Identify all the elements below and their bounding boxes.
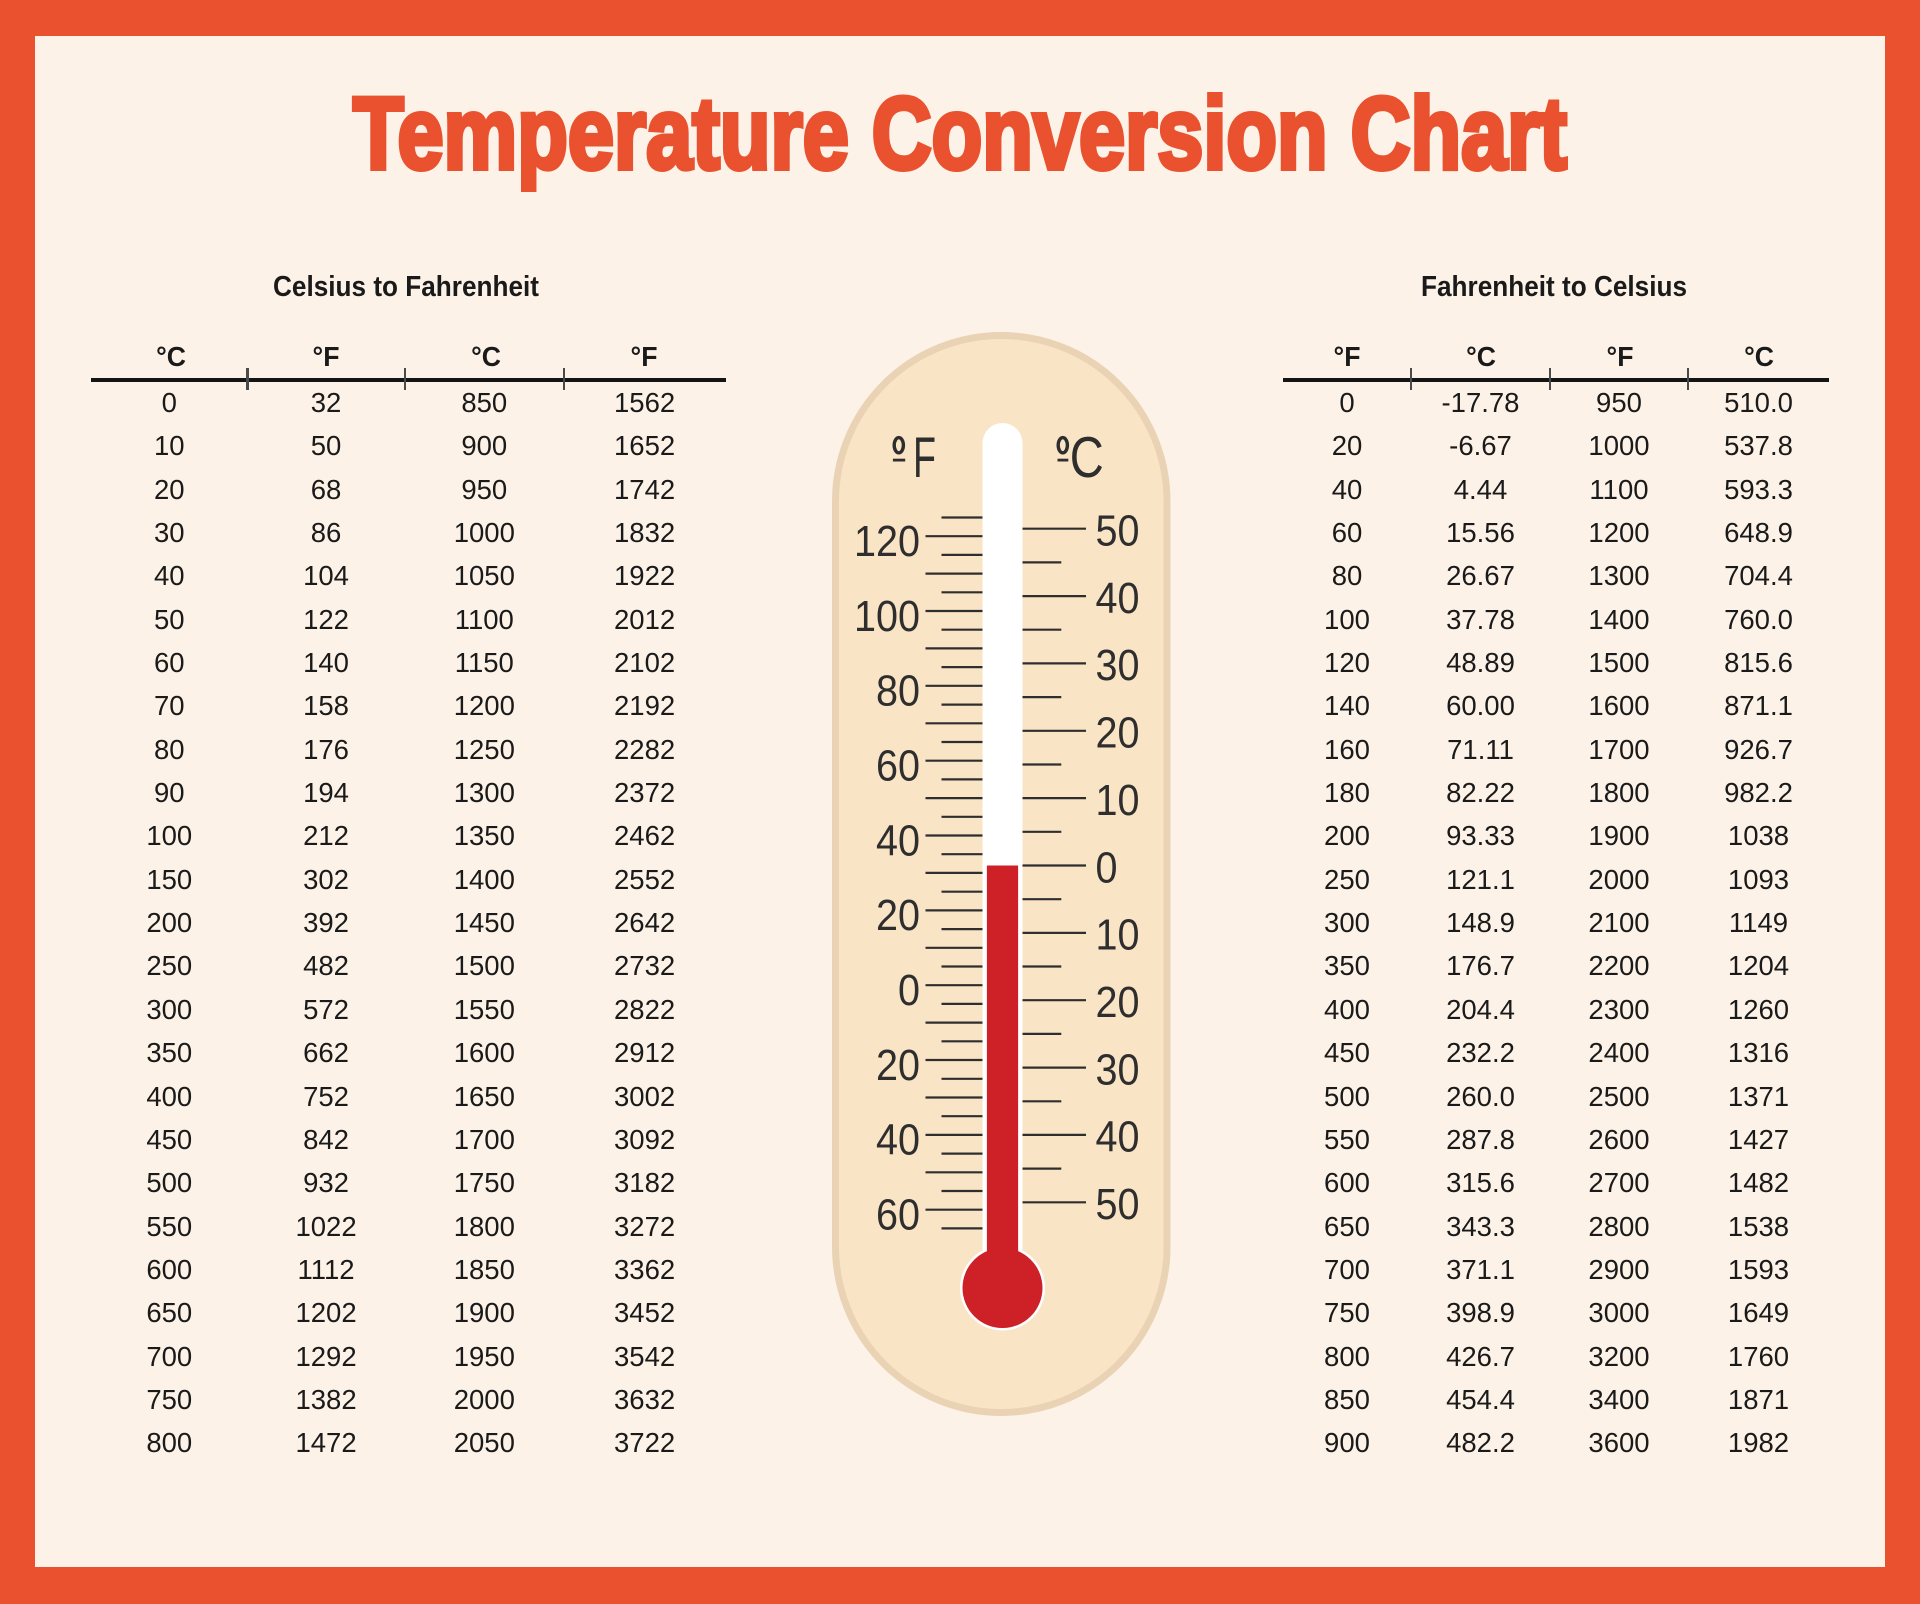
svg-text:10: 10 <box>1096 776 1140 825</box>
svg-text:60: 60 <box>876 742 920 791</box>
svg-text:20: 20 <box>876 1041 920 1090</box>
svg-text:40: 40 <box>876 1116 920 1165</box>
svg-text:10: 10 <box>1096 911 1140 960</box>
svg-text:Temperature Conversion Chart: Temperature Conversion Chart <box>353 77 1567 191</box>
svg-text:60: 60 <box>876 1191 920 1240</box>
svg-text:50: 50 <box>1096 507 1140 556</box>
svg-text:30: 30 <box>1096 1045 1140 1094</box>
svg-text:100: 100 <box>854 592 920 641</box>
svg-text:40: 40 <box>1096 1113 1140 1162</box>
svg-text:50: 50 <box>1096 1180 1140 1229</box>
svg-text:20: 20 <box>876 891 920 940</box>
svg-text:20: 20 <box>1096 709 1140 758</box>
svg-text:80: 80 <box>876 667 920 716</box>
svg-text:30: 30 <box>1096 641 1140 690</box>
svg-text:0: 0 <box>1096 843 1118 892</box>
svg-text:C: C <box>1070 426 1104 490</box>
svg-text:40: 40 <box>1096 574 1140 623</box>
svg-text:0: 0 <box>898 966 920 1015</box>
svg-text:40: 40 <box>876 816 920 865</box>
svg-text:F: F <box>913 426 936 490</box>
svg-text:20: 20 <box>1096 978 1140 1027</box>
svg-text:120: 120 <box>854 517 920 566</box>
